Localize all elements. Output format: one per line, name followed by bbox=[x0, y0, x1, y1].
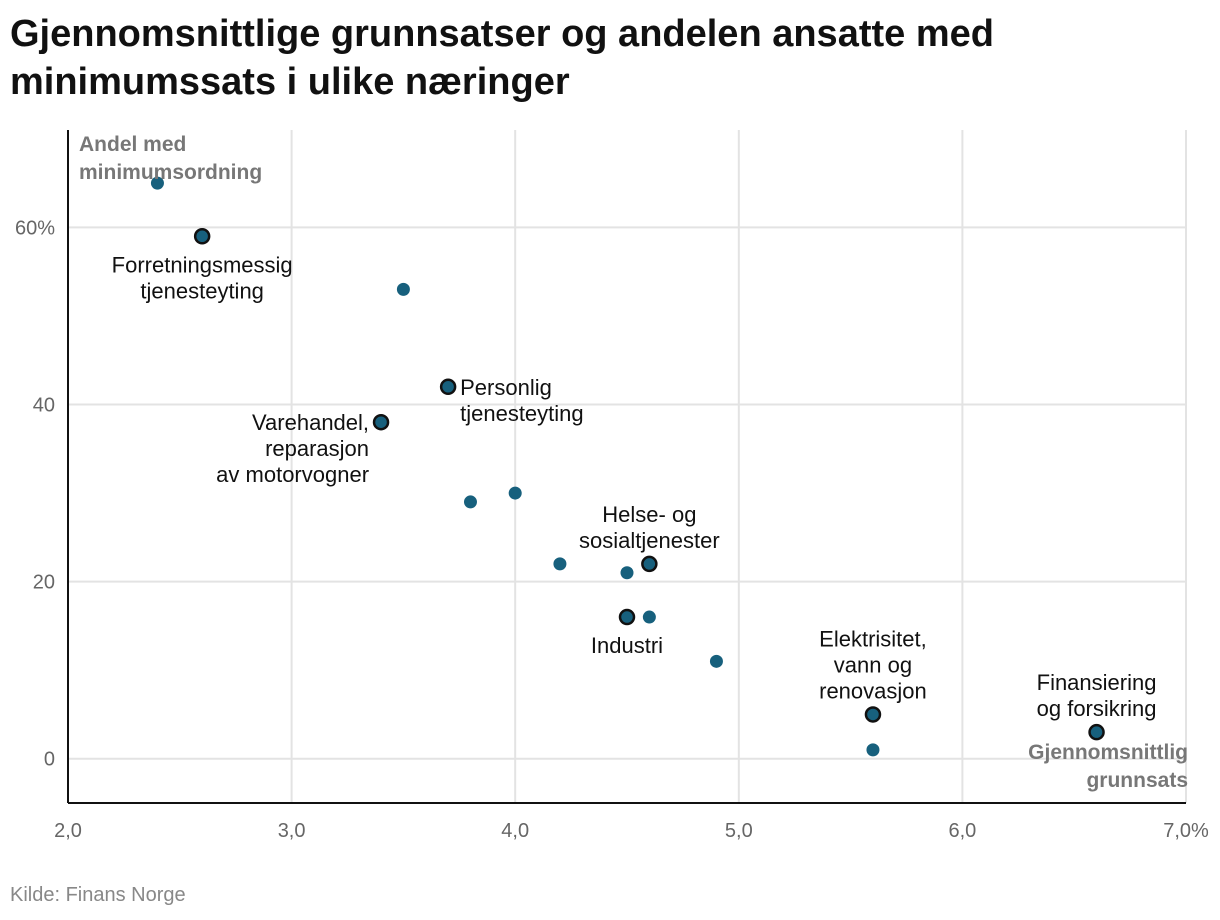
y-tick-label: 0 bbox=[44, 749, 55, 771]
scatter-point-highlight bbox=[641, 555, 658, 573]
scatter-point-highlight bbox=[439, 378, 457, 396]
point-label: Varehandel, reparasjon av motorvogner bbox=[216, 410, 369, 487]
scatter-point-highlight bbox=[864, 706, 882, 723]
point-label-line: Forretningsmessig bbox=[112, 252, 293, 277]
y-axis-title: Andel med minimumsordning bbox=[79, 133, 262, 184]
scatter-point bbox=[150, 176, 164, 190]
scatter-point bbox=[463, 495, 477, 509]
scatter-point bbox=[553, 557, 567, 571]
x-tick-label: 4,0 bbox=[501, 820, 529, 842]
point-label: Personlig tjenesteyting bbox=[460, 375, 584, 426]
point-label: Finansiering og forsikring bbox=[1037, 670, 1157, 721]
scatter-point-highlight bbox=[1088, 723, 1105, 741]
chart-title: Gjennomsnittlige grunnsatser og andelen … bbox=[10, 13, 994, 103]
y-axis-title-line: minimumsordning bbox=[79, 161, 262, 184]
gridlines bbox=[68, 130, 1187, 803]
scatter-point bbox=[508, 486, 522, 500]
point-label-line: renovasjon bbox=[819, 678, 927, 703]
scatter-point-highlight bbox=[372, 413, 390, 431]
y-tick-label: 60% bbox=[15, 217, 55, 239]
y-tick-label: 40 bbox=[33, 395, 55, 417]
scatter-point bbox=[642, 610, 656, 624]
point-label-line: tjenesteyting bbox=[140, 278, 264, 303]
y-tick-label: 20 bbox=[33, 572, 55, 594]
y-axis-title-line: Andel med bbox=[79, 133, 186, 156]
scatter-point-highlight bbox=[618, 608, 636, 626]
x-axis-title-line: grunnsats bbox=[1086, 769, 1188, 792]
point-label-line: Finansiering bbox=[1037, 670, 1157, 695]
x-axis-title: Gjennomsnittlig grunnsats bbox=[1028, 741, 1188, 792]
scatter-point bbox=[396, 282, 410, 296]
point-label: Forretningsmessig tjenesteyting bbox=[112, 252, 293, 303]
data-points bbox=[150, 176, 1105, 757]
point-label-line: og forsikring bbox=[1037, 696, 1157, 721]
x-tick-label: 5,0 bbox=[725, 820, 753, 842]
point-label: Helse- og sosialtjenester bbox=[579, 502, 720, 553]
source-note: Kilde: Finans Norge bbox=[10, 884, 186, 906]
point-label-line: sosialtjenester bbox=[579, 528, 720, 553]
scatter-point bbox=[709, 654, 723, 668]
point-label-line: Industri bbox=[591, 633, 663, 658]
scatter-point bbox=[620, 566, 634, 580]
x-tick-label: 7,0% bbox=[1163, 820, 1209, 842]
tick-labels: 2,0 3,0 4,0 5,0 6,0 7,0% 0 20 40 60% bbox=[15, 217, 1209, 842]
point-label-line: Elektrisitet, bbox=[819, 626, 927, 651]
point-label-line: vann og bbox=[834, 652, 912, 677]
axes bbox=[67, 130, 1186, 804]
point-label-line: tjenesteyting bbox=[460, 401, 584, 426]
point-label-line: Personlig bbox=[460, 375, 552, 400]
scatter-point-highlight bbox=[193, 228, 211, 245]
point-label-line: Helse- og bbox=[602, 502, 696, 527]
point-label-line: av motorvogner bbox=[216, 462, 369, 487]
point-label: Elektrisitet, vann og renovasjon bbox=[819, 626, 927, 703]
x-tick-label: 6,0 bbox=[948, 820, 976, 842]
axis-titles: Andel med minimumsordning Gjennomsnittlig g… bbox=[79, 133, 1188, 792]
point-label: Industri bbox=[591, 633, 663, 658]
x-tick-label: 3,0 bbox=[278, 820, 306, 842]
x-tick-label: 2,0 bbox=[54, 820, 82, 842]
point-label-line: Varehandel, bbox=[252, 410, 369, 435]
x-axis-title-line: Gjennomsnittlig bbox=[1028, 741, 1188, 764]
scatter-point bbox=[866, 743, 880, 757]
point-label-line: reparasjon bbox=[265, 436, 369, 461]
